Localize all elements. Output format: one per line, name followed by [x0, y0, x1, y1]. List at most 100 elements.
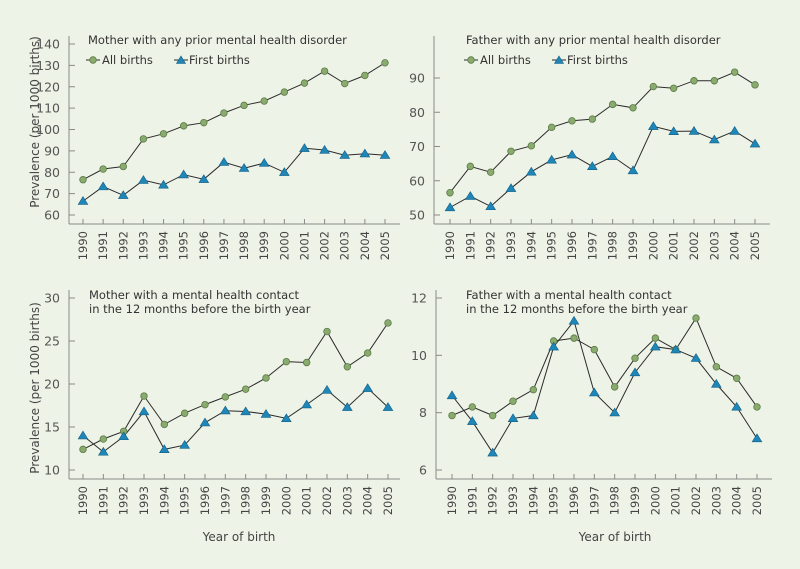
data-point-first-births — [507, 413, 519, 422]
y-tick-label: 90 — [409, 71, 425, 86]
data-point-first-births — [729, 126, 741, 135]
data-point-first-births — [118, 431, 130, 441]
series-lines — [449, 71, 756, 208]
panel-title: Mother with any prior mental health diso… — [88, 33, 347, 47]
y-tick-label: 70 — [409, 139, 425, 154]
data-point-first-births — [647, 121, 659, 130]
data-point-first-births — [278, 167, 290, 176]
data-point-first-births — [198, 174, 210, 183]
data-point-all-births — [302, 358, 311, 367]
x-tick-label: 1992 — [486, 486, 500, 515]
data-point-all-births — [262, 374, 270, 382]
data-point-first-births — [280, 413, 292, 422]
data-point-first-births — [379, 150, 391, 159]
data-point-first-births — [688, 126, 700, 135]
data-point-all-births — [201, 400, 209, 409]
series-line-first-births — [82, 387, 389, 453]
y-tick-label: 12 — [411, 291, 427, 306]
series-line-first-births — [451, 319, 758, 454]
y-tick-label: 120 — [36, 79, 60, 94]
x-axis-ticks: 1990 1991 1992 1993 1994 1995 1996 1997 1998 1999… — [76, 474, 395, 515]
x-tick-label: 1999 — [257, 231, 271, 260]
data-point-first-births — [301, 399, 313, 409]
x-tick-label: 2001 — [669, 486, 683, 515]
y-tick-label: 50 — [409, 208, 425, 223]
data-point-first-births — [527, 410, 539, 420]
data-point-all-births — [300, 79, 309, 87]
data-point-first-births — [710, 378, 722, 388]
data-point-all-births — [280, 88, 289, 96]
legend-marker-first-births — [175, 55, 187, 64]
x-tick-label: 1996 — [565, 231, 579, 260]
y-tick-label: 8 — [419, 405, 427, 420]
x-tick-label: 2005 — [748, 231, 762, 260]
panel-mother-mental-health-contact: Mother with a mental health contact in t… — [28, 288, 400, 544]
x-axis-title: Year of birth — [202, 530, 276, 544]
x-tick-label: 1991 — [96, 231, 110, 260]
data-point-first-births — [485, 201, 497, 211]
series-markers — [444, 68, 761, 212]
x-tick-label: 1994 — [524, 231, 538, 260]
panel-title-line-1: Father with a mental health contact — [466, 288, 672, 302]
panel-mother-prior-disorder: Mother with any prior mental health diso… — [28, 33, 400, 260]
x-tick-label: 1994 — [526, 486, 540, 515]
data-point-first-births — [219, 405, 231, 415]
x-tick-label: 1993 — [506, 486, 520, 515]
panel-father-mental-health-contact: Father with a mental health contact in t… — [411, 288, 772, 544]
x-axis-title: Year of birth — [578, 530, 652, 544]
data-point-all-births — [712, 363, 721, 371]
data-point-first-births — [690, 353, 702, 362]
data-point-first-births — [670, 344, 682, 354]
series-markers — [77, 319, 394, 456]
series-line-all-births — [451, 317, 758, 417]
data-point-first-births — [382, 402, 394, 411]
data-point-all-births — [140, 392, 148, 400]
y-tick-label: 130 — [36, 58, 60, 73]
x-tick-label: 2004 — [358, 231, 372, 260]
x-tick-label: 1994 — [157, 231, 171, 260]
x-tick-label: 1997 — [585, 231, 599, 260]
x-tick-label: 2001 — [667, 231, 681, 260]
legend-label-all-births: All births — [102, 53, 153, 67]
x-tick-label: 2004 — [728, 231, 742, 260]
data-point-all-births — [608, 100, 617, 109]
data-point-first-births — [525, 166, 537, 176]
series-lines — [451, 317, 758, 454]
x-tick-label: 2000 — [277, 231, 291, 260]
data-point-all-births — [710, 77, 719, 85]
data-point-all-births — [99, 435, 108, 443]
data-point-all-births — [363, 349, 372, 357]
data-point-all-births — [529, 386, 538, 394]
x-tick-label: 1996 — [198, 486, 212, 515]
data-point-first-births — [548, 341, 560, 351]
series-line-first-births — [449, 125, 756, 208]
data-point-first-births — [568, 315, 580, 325]
data-point-first-births — [749, 138, 761, 148]
data-point-all-births — [486, 168, 495, 176]
data-point-all-births — [99, 165, 107, 173]
data-point-all-births — [160, 420, 169, 429]
x-tick-label: 1990 — [76, 231, 90, 260]
data-point-first-births — [609, 407, 621, 417]
data-point-all-births — [343, 363, 352, 371]
data-point-first-births — [97, 446, 109, 456]
data-point-all-births — [690, 77, 698, 85]
series-line-all-births — [449, 71, 756, 194]
data-point-first-births — [319, 144, 330, 154]
data-point-all-births — [629, 104, 637, 112]
data-point-all-births — [448, 411, 456, 420]
x-tick-label: 1992 — [484, 231, 498, 260]
data-point-first-births — [199, 417, 211, 427]
data-point-first-births — [218, 157, 230, 166]
data-point-all-births — [79, 445, 87, 454]
data-point-first-births — [466, 416, 478, 425]
data-point-all-births — [488, 411, 497, 420]
data-point-all-births — [200, 118, 208, 127]
data-point-all-births — [692, 314, 700, 322]
data-point-all-births — [753, 403, 761, 411]
legend-marker-all-births — [89, 56, 97, 64]
data-point-first-births — [97, 181, 109, 191]
x-axis-ticks: 1990 1991 1992 1993 1994 1995 1996 1997 1998 1999… — [76, 219, 392, 260]
x-tick-label: 2002 — [689, 486, 703, 515]
